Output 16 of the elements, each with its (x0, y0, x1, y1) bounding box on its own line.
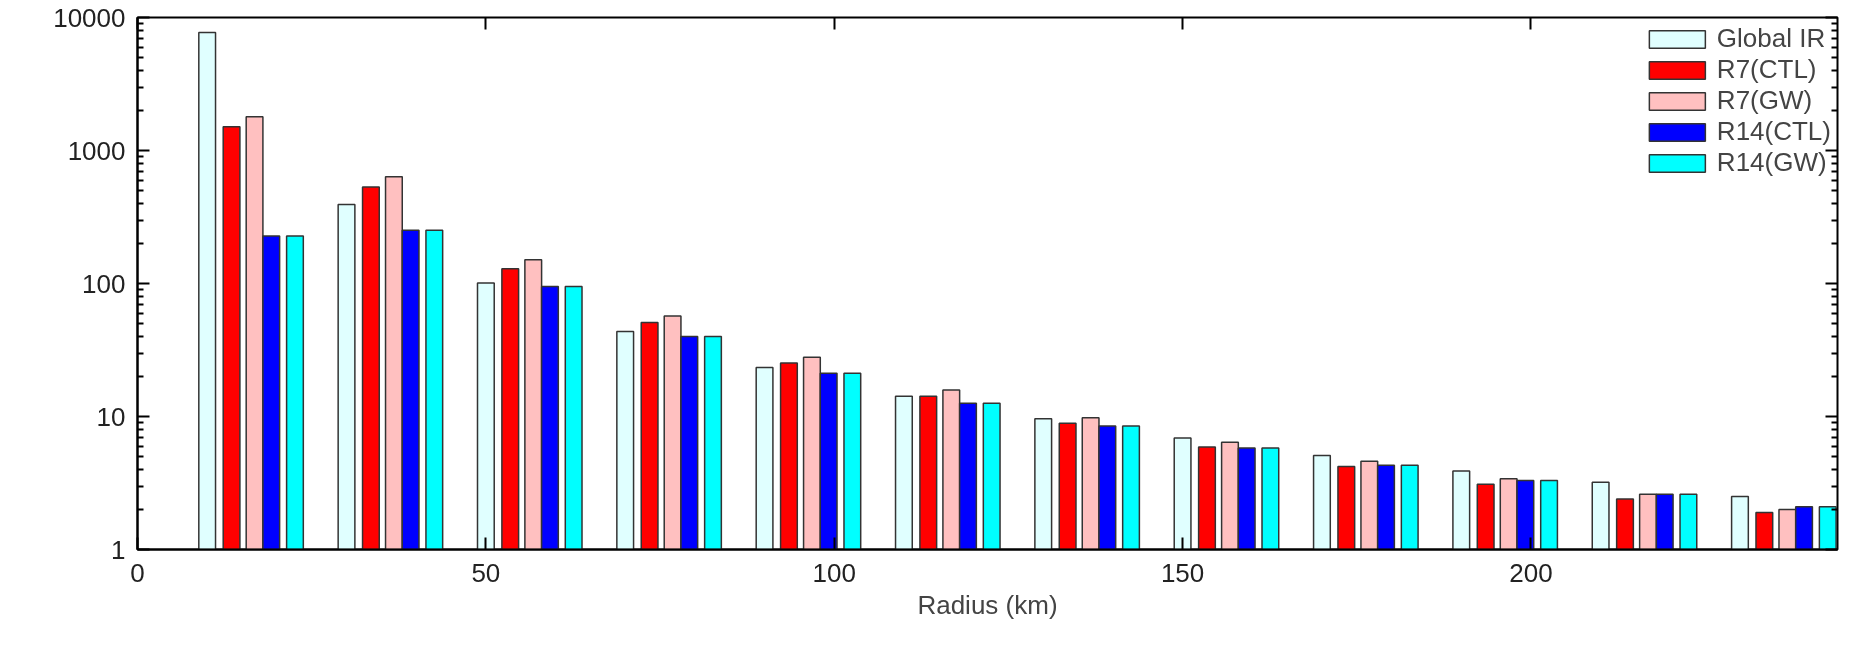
legend-label: R14(CTL) (1716, 116, 1831, 147)
legend-label: R7(GW) (1716, 85, 1813, 116)
x-tick-label: 150 (1160, 557, 1205, 588)
x-tick-label: 200 (1509, 557, 1553, 588)
x-tick-label: 0 (130, 557, 145, 588)
x-tick-label: 100 (812, 557, 856, 588)
legend-label: R7(CTL) (1716, 54, 1817, 85)
y-tick-label: 1 (111, 534, 126, 565)
y-tick-label: 100 (82, 268, 126, 299)
legend-label: R14(GW) (1716, 147, 1827, 178)
y-tick-label: 1000 (67, 135, 126, 166)
y-tick-label: 10 (96, 401, 126, 432)
x-tick-label: 50 (471, 557, 501, 588)
y-tick-label: 10000 (53, 2, 126, 33)
x-axis-title: Radius (km) (917, 589, 1058, 620)
legend-label: Global IR (1716, 23, 1826, 54)
